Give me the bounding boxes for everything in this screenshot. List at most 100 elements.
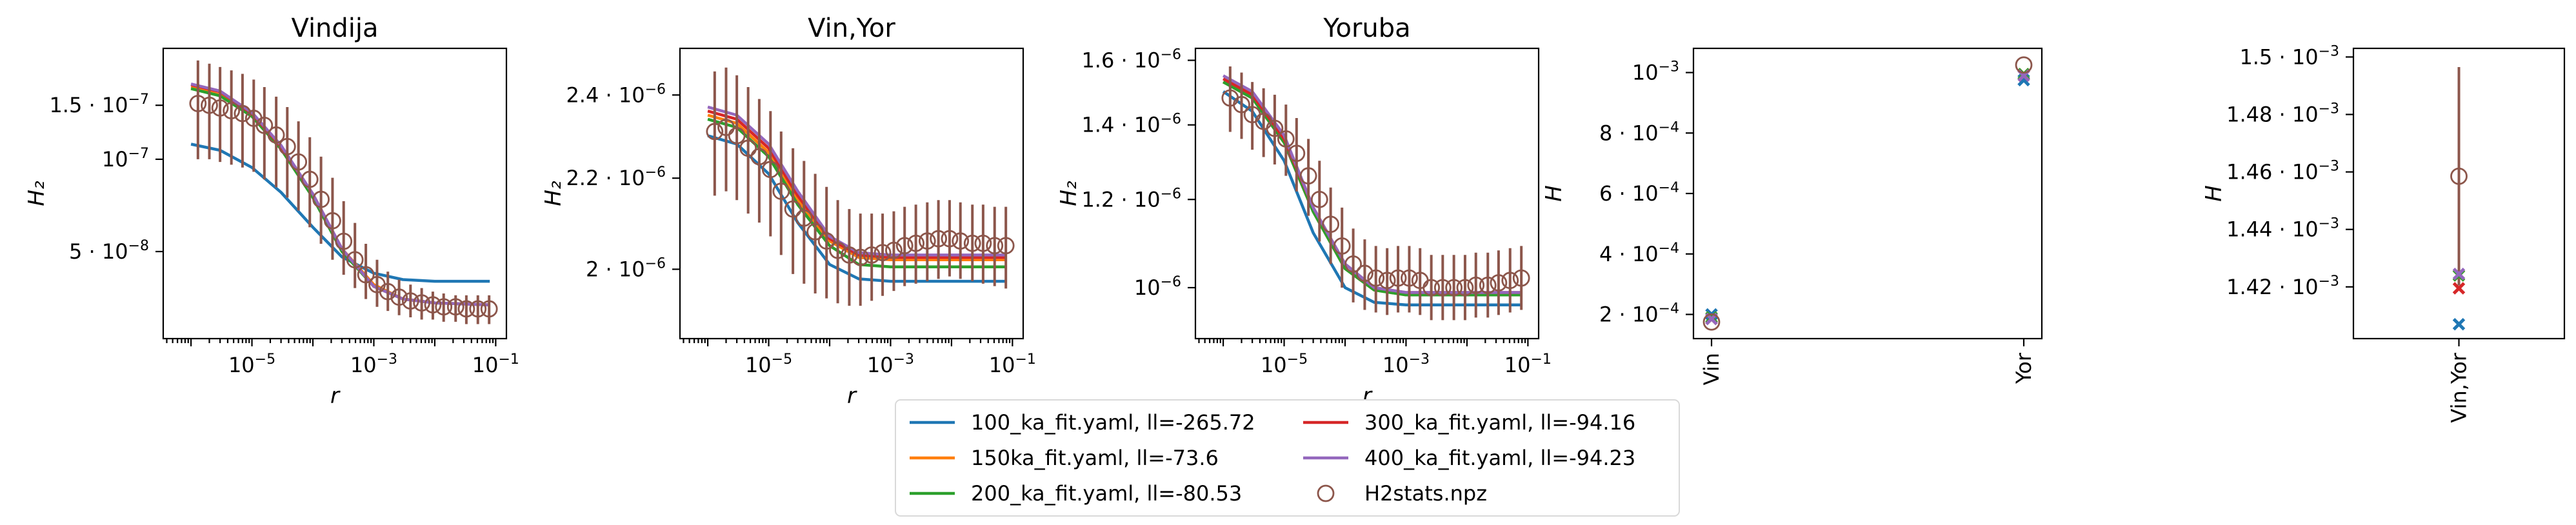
y-tick-label: 2 · 10−6 bbox=[586, 255, 666, 281]
y-tick-label-exponent: −6 bbox=[1161, 274, 1181, 290]
observed-point bbox=[379, 282, 397, 301]
x-tick-base: 10 bbox=[989, 353, 1015, 377]
x-tick-base: 10 bbox=[350, 353, 377, 377]
legend-entry: 400_ka_fit.yaml, ll=-94.23 bbox=[1303, 446, 1635, 470]
observed-point bbox=[1490, 274, 1508, 292]
observed-point bbox=[1445, 279, 1463, 297]
observed-point bbox=[728, 126, 746, 144]
x-tick-label: 10−5 bbox=[745, 352, 792, 377]
y-tick-label: 1.5 · 10−3 bbox=[2239, 43, 2339, 69]
observed-point bbox=[795, 209, 813, 227]
panel-title: Vindija bbox=[291, 14, 378, 43]
plot-area bbox=[1221, 66, 1530, 321]
observed-point bbox=[963, 234, 981, 252]
observed-point bbox=[413, 294, 431, 312]
y-tick-label-exponent: −4 bbox=[1659, 119, 1679, 135]
x-tick-exponent: −1 bbox=[499, 352, 519, 368]
observed-point bbox=[1456, 279, 1474, 297]
y-tick-label-mantissa: 6 · 10 bbox=[1599, 181, 1659, 206]
y-tick-label-mantissa: 2.2 · 10 bbox=[566, 166, 644, 190]
observed-point bbox=[918, 232, 936, 250]
x-tick-base: 10 bbox=[745, 353, 772, 377]
observed-point bbox=[806, 223, 824, 241]
observed-point bbox=[435, 298, 453, 316]
y-tick-label-mantissa: 1.5 · 10 bbox=[2239, 45, 2318, 69]
y-tick-label-mantissa: 8 · 10 bbox=[1599, 121, 1659, 145]
observed-point bbox=[852, 248, 870, 266]
y-tick-label-exponent: −3 bbox=[1659, 59, 1679, 75]
observed-point bbox=[1401, 269, 1418, 287]
y-tick-label-mantissa: 2 · 10 bbox=[1599, 302, 1659, 327]
observed-point bbox=[1344, 255, 1363, 273]
axes-frame bbox=[679, 47, 1024, 340]
series-line-1 bbox=[1222, 90, 1523, 306]
y-tick-label: 5 · 10−8 bbox=[69, 238, 149, 264]
y-tick-label-mantissa: 1.2 · 10 bbox=[1081, 187, 1160, 212]
y-tick-label: 10−3 bbox=[1632, 59, 1679, 85]
observed-point bbox=[1277, 130, 1295, 148]
observed-point bbox=[761, 161, 779, 179]
y-axis-label: H₂ bbox=[1056, 181, 1082, 206]
y-tick-label-exponent: −3 bbox=[2319, 159, 2339, 175]
observed-point bbox=[930, 230, 948, 248]
observed-point bbox=[1433, 279, 1452, 297]
model-marker-4 bbox=[2452, 282, 2466, 295]
observed-point bbox=[324, 212, 341, 230]
observed-point bbox=[997, 237, 1015, 255]
observed-point bbox=[424, 296, 442, 314]
y-tick-label-mantissa: 4 · 10 bbox=[1599, 242, 1659, 266]
y-tick-label-exponent: −7 bbox=[128, 92, 149, 108]
axes-frame bbox=[162, 47, 508, 340]
x-tick-label: 10−5 bbox=[228, 352, 275, 377]
y-tick-label-mantissa: 1.48 · 10 bbox=[2226, 102, 2318, 126]
observed-point bbox=[1266, 119, 1284, 137]
y-tick-label-exponent: −8 bbox=[128, 238, 149, 254]
observed-point bbox=[211, 99, 229, 117]
observed-point bbox=[739, 139, 757, 157]
observed-point bbox=[1389, 269, 1407, 287]
y-tick-label-exponent: −7 bbox=[128, 146, 149, 162]
y-tick-label-mantissa: 10 bbox=[102, 147, 128, 172]
y-tick-label-mantissa: 1.6 · 10 bbox=[1081, 48, 1160, 73]
x-tick-label: 10−5 bbox=[1261, 352, 1308, 377]
observed-point bbox=[885, 241, 903, 259]
observed-point bbox=[255, 116, 274, 134]
y-tick-label: 1.46 · 10−3 bbox=[2226, 159, 2339, 184]
observed-point bbox=[1322, 215, 1340, 233]
y-tick-label-exponent: −3 bbox=[2319, 273, 2339, 290]
observed-point bbox=[974, 234, 992, 252]
y-axis-label: H bbox=[2201, 185, 2227, 202]
x-category-label: Vin bbox=[1699, 353, 1724, 385]
panel-3: 10−5 10−3 10−110−61.2 · 10−61.4 · 10−61.6 … bbox=[1056, 14, 1552, 409]
y-tick-label: 2 · 10−4 bbox=[1599, 301, 1679, 327]
y-tick-label-mantissa: 10 bbox=[1632, 61, 1659, 85]
observed-point bbox=[907, 234, 925, 252]
observed-point bbox=[346, 251, 364, 269]
observed-point bbox=[706, 123, 724, 141]
observed-point bbox=[401, 292, 419, 310]
x-tick-base: 10 bbox=[1261, 353, 1287, 377]
observed-point bbox=[189, 95, 207, 112]
observed-point bbox=[772, 183, 790, 200]
legend-entry: 300_ka_fit.yaml, ll=-94.16 bbox=[1303, 410, 1635, 435]
observed-point bbox=[1702, 313, 1721, 331]
observed-point bbox=[1501, 272, 1519, 290]
x-tick-label: 10−1 bbox=[989, 352, 1036, 377]
y-tick-label-mantissa: 2 · 10 bbox=[586, 257, 645, 281]
observed-point bbox=[301, 170, 319, 188]
series-line-3 bbox=[190, 87, 490, 306]
observed-point bbox=[817, 232, 835, 250]
y-tick-label-mantissa: 1.42 · 10 bbox=[2226, 275, 2318, 299]
observed-point bbox=[941, 230, 959, 248]
series-line-4 bbox=[707, 110, 1007, 259]
observed-point bbox=[717, 119, 735, 136]
legend-entry: H2stats.npz bbox=[1317, 481, 1487, 506]
y-tick-label: 6 · 10−4 bbox=[1599, 180, 1679, 206]
observed-point bbox=[841, 246, 858, 264]
y-tick-label-exponent: −6 bbox=[1161, 186, 1181, 202]
y-tick-label: 1.42 · 10−3 bbox=[2226, 273, 2339, 299]
y-tick-label-exponent: −6 bbox=[1161, 47, 1181, 63]
x-tick-label: 10−1 bbox=[472, 352, 519, 377]
observed-point bbox=[1378, 272, 1396, 290]
